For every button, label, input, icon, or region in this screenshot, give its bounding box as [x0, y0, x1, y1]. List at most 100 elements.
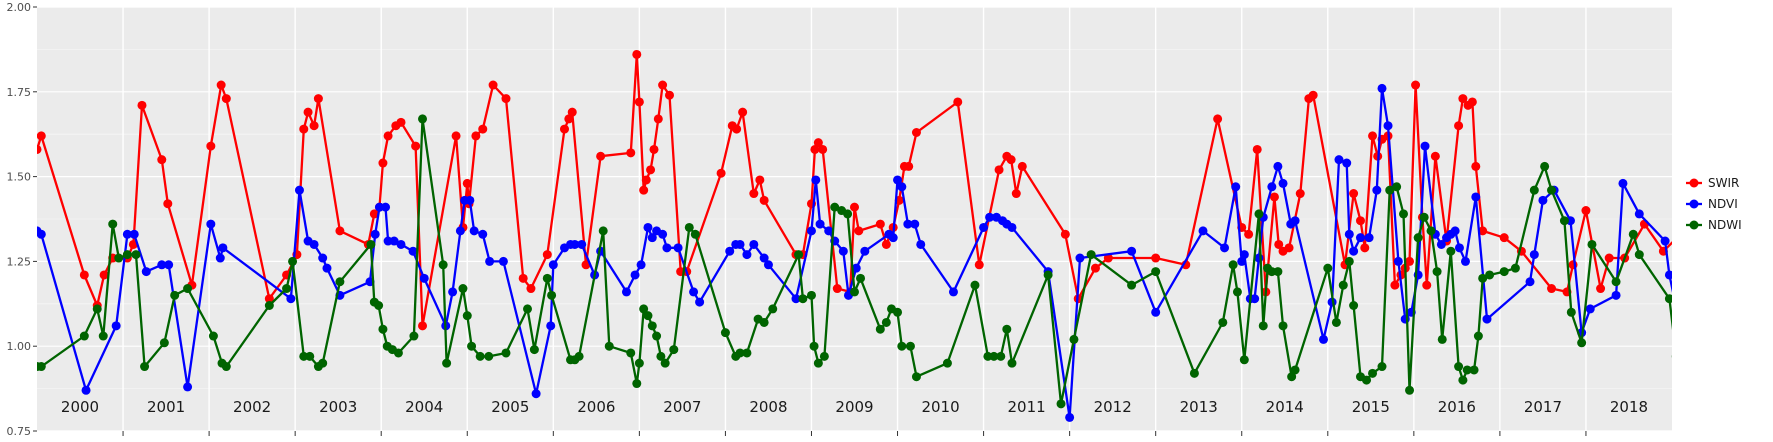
data-point-ndwi	[643, 311, 653, 321]
data-point-ndvi	[1075, 253, 1085, 263]
data-point-swir	[911, 128, 921, 138]
data-point-ndvi	[389, 236, 399, 246]
data-point-ndwi	[221, 362, 231, 372]
data-point-ndvi	[164, 260, 174, 270]
data-point-ndwi	[1385, 185, 1395, 195]
data-point-ndvi	[1278, 178, 1288, 188]
data-point-swir	[1728, 291, 1737, 300]
data-point-ndwi	[159, 338, 169, 348]
data-point-ndvi	[1007, 222, 1017, 232]
data-point-ndvi	[1420, 141, 1430, 151]
year-label: 2004	[405, 398, 443, 416]
data-point-ndvi	[910, 219, 920, 229]
data-point-ndvi	[1237, 256, 1247, 266]
data-point-ndwi	[140, 362, 150, 372]
y-tick-label: 1.00	[7, 340, 32, 353]
data-point-swir	[37, 144, 42, 154]
data-point-swir	[854, 226, 864, 236]
data-point-ndvi	[1538, 195, 1548, 205]
data-point-swir	[1581, 206, 1591, 216]
data-point-ndvi	[548, 260, 558, 270]
data-point-ndvi	[636, 260, 646, 270]
data-point-swir	[157, 155, 167, 165]
data-point-ndvi	[742, 250, 752, 260]
data-point-ndwi	[1458, 375, 1468, 385]
data-point-ndvi	[419, 273, 429, 283]
data-point-swir	[137, 100, 147, 110]
data-point-swir	[471, 131, 481, 141]
data-point-ndwi	[806, 290, 816, 300]
data-point-ndvi	[893, 175, 903, 185]
data-point-swir	[904, 161, 914, 171]
x-axis	[122, 431, 1587, 436]
data-point-ndwi	[881, 317, 891, 327]
data-point-ndwi	[634, 358, 644, 368]
data-point-swir	[216, 80, 226, 90]
data-point-ndvi	[673, 243, 683, 253]
data-point-ndvi	[570, 239, 580, 249]
data-point-swir	[462, 178, 472, 188]
data-point-ndvi	[662, 243, 672, 253]
data-point-ndwi	[378, 324, 388, 334]
data-point-ndwi	[374, 300, 384, 310]
data-point-ndvi	[1290, 216, 1300, 226]
data-point-ndwi	[1278, 321, 1288, 331]
data-point-ndwi	[122, 250, 132, 260]
data-point-swir	[875, 219, 885, 229]
data-point-swir	[1244, 229, 1254, 239]
data-point-ndvi	[215, 253, 225, 263]
data-point-ndvi	[157, 260, 167, 270]
data-point-ndvi	[322, 263, 332, 273]
data-point-swir	[37, 131, 46, 141]
data-point-ndvi	[485, 256, 495, 266]
data-point-ndvi	[1706, 118, 1715, 127]
data-point-ndwi	[1043, 270, 1053, 280]
data-point-swir	[626, 148, 636, 158]
data-point-ndwi	[768, 304, 778, 314]
year-label: 2009	[835, 398, 873, 416]
data-point-swir	[1284, 243, 1294, 253]
data-point-ndwi	[1693, 291, 1702, 300]
data-point-swir	[488, 80, 498, 90]
legend: SWIR NDVI NDWI	[1686, 176, 1742, 232]
data-point-swir	[99, 270, 109, 280]
data-point-ndvi	[979, 222, 989, 232]
data-point-ndwi	[1540, 161, 1550, 171]
data-point-swir	[518, 273, 528, 283]
data-point-ndvi	[1273, 161, 1283, 171]
data-point-swir	[1368, 131, 1378, 141]
data-point-swir	[396, 117, 406, 127]
data-point-swir	[1006, 155, 1016, 165]
data-point-ndwi	[1344, 256, 1354, 266]
data-point-ndwi	[1671, 355, 1672, 358]
data-point-ndwi	[1706, 257, 1715, 266]
year-dividers	[122, 7, 1587, 431]
data-point-ndwi	[1151, 267, 1161, 277]
series-ndwi	[37, 114, 1715, 409]
data-point-ndwi	[1254, 209, 1264, 219]
data-point-ndwi	[656, 351, 666, 361]
data-point-ndwi	[720, 328, 730, 338]
year-label: 2017	[1524, 398, 1562, 416]
data-point-ndwi	[574, 351, 584, 361]
data-point-ndvi	[1198, 226, 1208, 236]
data-point-swir	[1430, 151, 1440, 161]
legend-label: NDVI	[1708, 197, 1738, 211]
data-point-ndwi	[1485, 270, 1495, 280]
y-tick-label: 0.75	[7, 425, 32, 438]
data-point-ndvi	[1065, 412, 1075, 422]
data-point-ndvi	[1585, 304, 1595, 314]
data-point-ndwi	[1510, 263, 1520, 273]
data-point-ndwi	[1432, 267, 1442, 277]
data-point-ndvi	[647, 233, 657, 243]
data-point-swir	[501, 94, 511, 104]
data-point-swir	[1390, 280, 1400, 290]
year-label: 2013	[1180, 398, 1218, 416]
data-point-ndwi	[1002, 324, 1012, 334]
data-point-swir	[1213, 114, 1223, 124]
data-point-ndwi	[1566, 307, 1576, 317]
data-point-ndwi	[170, 290, 180, 300]
data-point-ndvi	[286, 294, 296, 304]
data-point-swir	[641, 175, 651, 185]
data-point-ndvi	[1634, 209, 1644, 219]
